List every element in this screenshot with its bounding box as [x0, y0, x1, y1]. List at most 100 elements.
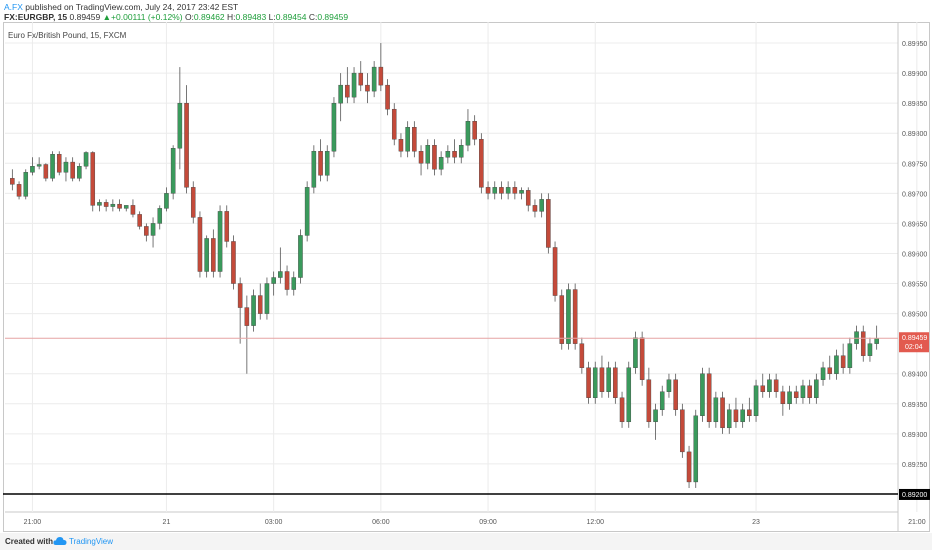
candle — [820, 361, 826, 386]
y-tick-label: 0.89950 — [902, 41, 927, 48]
quote-line: FX:EURGBP, 15 0.89459 ▲+0.00111 (+0.12%)… — [4, 12, 348, 22]
candle-body — [157, 208, 163, 224]
candle — [117, 199, 122, 212]
candle — [793, 385, 799, 404]
candle-body — [30, 166, 35, 173]
candle-body — [566, 289, 571, 344]
candle-body — [693, 415, 699, 483]
candlestick-chart[interactable]: 0.89950 0.89900 0.89850 0.89800 0.89750 0.897… — [3, 22, 930, 532]
header-bar: A.FX published on TradingView.com, July … — [0, 0, 932, 22]
last-price: 0.89459 — [69, 12, 101, 22]
candle-body — [123, 205, 129, 209]
candle — [251, 289, 256, 332]
footer-bar: Created with TradingView — [0, 533, 932, 550]
candle — [90, 151, 96, 212]
candle — [814, 373, 819, 404]
author-link[interactable]: A.FX — [4, 2, 23, 12]
candle — [43, 163, 49, 182]
candle-body — [606, 367, 611, 392]
y-tick-label: 0.89600 — [902, 251, 927, 258]
candle-body — [452, 151, 457, 158]
candle-body — [291, 277, 297, 290]
chart-title: Euro Fx/British Pound, 15, FXCM — [8, 31, 127, 40]
candle — [666, 373, 672, 398]
candle-body — [713, 397, 719, 423]
candle — [425, 139, 431, 170]
candle-body — [767, 379, 772, 392]
candle — [619, 391, 625, 428]
candle — [706, 367, 712, 428]
candle-body — [298, 235, 303, 278]
candle — [257, 283, 263, 320]
candle-body — [304, 187, 310, 236]
candle — [472, 115, 477, 146]
candle-body — [97, 202, 102, 206]
candle-body — [432, 145, 437, 170]
x-tick-label: 21:00 — [908, 519, 926, 526]
candle — [378, 43, 384, 92]
candle-body — [345, 84, 350, 98]
published-text: published on TradingView.com, July 24, 2… — [25, 2, 239, 12]
candle-body — [827, 367, 833, 374]
created-with-text: Created with — [5, 537, 54, 546]
candle — [854, 325, 859, 350]
candle-body — [492, 187, 498, 194]
candle — [458, 139, 464, 164]
candle — [23, 169, 29, 200]
candle-body — [391, 108, 397, 140]
candle — [50, 151, 55, 182]
candle — [190, 181, 196, 224]
candle-body — [378, 66, 384, 86]
high-label: H: — [227, 12, 236, 22]
candle-body — [117, 203, 122, 209]
x-tick-label: 21:00 — [24, 519, 42, 526]
candle-body — [706, 373, 712, 423]
candle-body — [626, 367, 632, 423]
y-tick-label: 0.89400 — [902, 372, 927, 379]
candle — [860, 325, 866, 362]
candle-body — [720, 397, 725, 429]
candle — [217, 205, 223, 278]
candle-body — [599, 367, 605, 392]
candle-body — [773, 379, 779, 392]
candle — [63, 157, 69, 182]
candle-body — [331, 102, 337, 152]
candle-body — [371, 66, 377, 92]
y-tick-label: 0.89900 — [902, 71, 927, 78]
candle — [324, 145, 330, 182]
candle — [224, 205, 230, 248]
x-tick-label: 21 — [163, 519, 171, 526]
candle-body — [499, 187, 504, 194]
candle-body — [780, 391, 786, 404]
candle — [485, 181, 491, 200]
tradingview-brand[interactable]: TradingView — [69, 537, 114, 546]
candle — [358, 61, 364, 92]
candle-body — [586, 367, 591, 398]
candle — [338, 73, 343, 122]
y-tick-label: 0.89350 — [902, 402, 927, 409]
symbol-label: FX:EURGBP, 15 — [4, 12, 68, 22]
candle-body — [184, 102, 189, 188]
candle — [847, 337, 853, 374]
candle — [787, 385, 792, 410]
candle-body — [874, 338, 879, 344]
candle — [572, 283, 578, 350]
candle — [726, 403, 732, 434]
candle — [237, 277, 243, 344]
candle-body — [673, 379, 678, 410]
candle-body — [231, 241, 236, 284]
candle-body — [177, 102, 183, 149]
candle-body — [646, 379, 652, 423]
countdown-label: 02:04 — [905, 344, 923, 351]
candle-body — [365, 84, 370, 92]
chart-frame — [3, 22, 930, 532]
candle-body — [740, 409, 745, 423]
y-tick-label: 0.89500 — [902, 312, 927, 319]
candle — [626, 361, 632, 428]
candle-body — [532, 205, 538, 212]
candle-body — [164, 193, 169, 209]
candle-body — [150, 223, 156, 236]
candle — [371, 61, 377, 98]
candle — [150, 217, 156, 248]
candle-body — [244, 307, 250, 326]
